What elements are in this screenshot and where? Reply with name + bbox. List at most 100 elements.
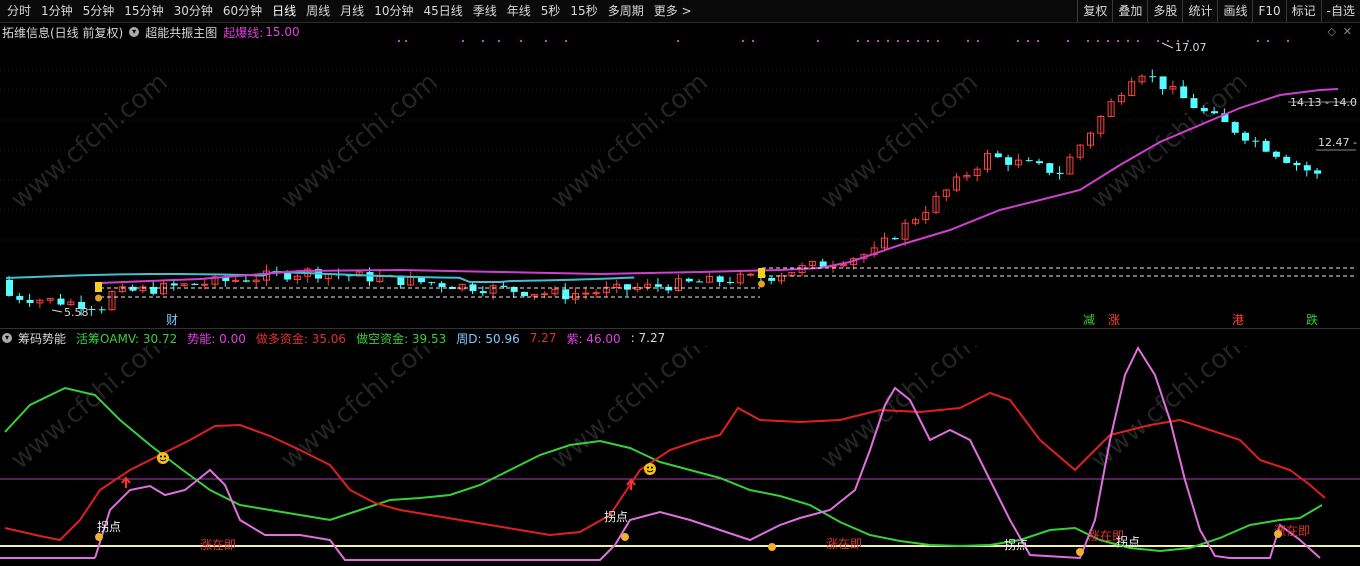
- period-tab[interactable]: 5分钟: [82, 4, 115, 18]
- candle-body: [1128, 81, 1136, 97]
- signal-dot: [1017, 40, 1019, 42]
- ma-cyan-line: [5, 270, 635, 284]
- candle-body: [98, 309, 106, 311]
- candle-body: [613, 283, 621, 288]
- signal-dot: [1087, 40, 1089, 42]
- period-tab[interactable]: 年线: [506, 4, 531, 18]
- signal-dot: [520, 40, 522, 42]
- candle-body: [521, 291, 528, 297]
- tool-button[interactable]: 标记: [1285, 0, 1321, 22]
- candle-body: [129, 286, 137, 291]
- candle-body: [1231, 122, 1239, 133]
- candle-body: [551, 288, 559, 295]
- period-tab[interactable]: 日线: [272, 4, 297, 18]
- signal-annotation: 拐点: [1004, 537, 1028, 552]
- sub-indicator-value: 势能: 0.00: [187, 331, 246, 346]
- indicator-name[interactable]: 超能共振主图: [145, 25, 218, 40]
- pointer-hand-icon: [768, 543, 776, 551]
- signal-dot: [545, 40, 547, 42]
- tool-buttons: 复权 叠加 多股 统计 画线 F10 标记 -自选: [1077, 0, 1360, 22]
- candle-body: [1211, 111, 1219, 114]
- period-tab[interactable]: 15秒: [570, 4, 598, 18]
- signal-dot: [927, 40, 929, 42]
- period-tab[interactable]: 月线: [340, 4, 365, 18]
- candle-body: [685, 278, 693, 282]
- diamond-icon[interactable]: ◇: [1327, 25, 1336, 38]
- tool-button[interactable]: 多股: [1147, 0, 1182, 22]
- event-marker: 涨: [1108, 312, 1120, 327]
- period-tab[interactable]: 1分钟: [41, 4, 73, 18]
- candle-body: [1180, 86, 1188, 99]
- candlestick-chart[interactable]: www.cfchi.com www.cfchi.com www.cfchi.com w…: [0, 40, 1360, 330]
- watermark: www.cfchi.com: [5, 67, 174, 215]
- tool-button[interactable]: 统计: [1182, 0, 1217, 22]
- signal-dot: [482, 40, 484, 42]
- candle-body: [592, 292, 600, 295]
- candle-body: [953, 176, 961, 191]
- tool-button[interactable]: 叠加: [1112, 0, 1147, 22]
- event-marker: 港: [1232, 313, 1244, 327]
- signal-dot: [867, 40, 869, 42]
- signal-coin-icon: [758, 280, 765, 288]
- candle-body: [252, 279, 260, 283]
- candle-body: [922, 211, 930, 221]
- tool-button[interactable]: F10: [1252, 0, 1285, 22]
- candle-body: [1087, 132, 1094, 146]
- candle-body: [67, 301, 75, 306]
- tool-button[interactable]: -自选: [1320, 0, 1360, 22]
- period-tab[interactable]: 60分钟: [222, 4, 263, 18]
- tool-button[interactable]: 复权: [1077, 0, 1112, 22]
- candle-body: [118, 286, 126, 293]
- signal-dot: [857, 40, 859, 42]
- candle-body: [293, 275, 301, 281]
- period-tab[interactable]: 周线: [306, 4, 331, 18]
- candle-body: [510, 286, 518, 292]
- signal-dot: [1137, 40, 1139, 42]
- candle-body: [696, 281, 704, 283]
- period-tab[interactable]: 10分钟: [374, 4, 414, 18]
- candle-body: [942, 189, 950, 197]
- candle-body: [654, 284, 662, 287]
- stock-info-label[interactable]: 拓维信息(日线 前复权): [2, 25, 124, 40]
- period-tab[interactable]: 15分钟: [124, 4, 164, 18]
- period-tab[interactable]: 5秒: [540, 4, 561, 18]
- candle-body: [170, 283, 178, 286]
- candle-body: [1159, 76, 1167, 90]
- candle-body: [6, 279, 13, 296]
- event-marker: 减: [1083, 313, 1095, 327]
- signal-dot: [1257, 40, 1259, 42]
- candle-body: [1200, 108, 1208, 112]
- candle-body: [747, 273, 755, 276]
- period-tab[interactable]: 分时: [7, 4, 32, 18]
- tool-button[interactable]: 画线: [1217, 0, 1252, 22]
- sub-indicator-name[interactable]: 筹码势能: [18, 331, 67, 346]
- chip-energy-chart[interactable]: www.cfchi.com www.cfchi.com www.cfchi.com w…: [0, 346, 1360, 566]
- high-price-label: 17.07: [1175, 41, 1207, 54]
- period-tab[interactable]: 30分钟: [173, 4, 213, 18]
- period-tab[interactable]: 45日线: [423, 4, 463, 18]
- price-tag: 14.13 - 14.0: [1290, 96, 1357, 109]
- candle-body: [582, 292, 590, 295]
- period-tab[interactable]: 季线: [472, 4, 497, 18]
- period-tab[interactable]: 更多 >: [653, 4, 692, 18]
- period-tab[interactable]: 多周期: [607, 4, 644, 18]
- indicator-value: 15.00: [265, 25, 300, 39]
- sub-indicator-value: 做空资金: 39.53: [356, 331, 447, 346]
- candle-body: [1025, 160, 1033, 162]
- candle-body: [222, 276, 230, 281]
- candle-body: [88, 308, 96, 310]
- candle-body: [242, 280, 250, 282]
- period-toolbar: 分时 1分钟 5分钟 15分钟 30分钟 60分钟 日线 周线 月线 10分钟 45日线 季线 年线 5秒…: [0, 0, 1360, 23]
- candle-body: [1314, 170, 1322, 174]
- indicator-menu-icon[interactable]: ▾: [129, 27, 140, 37]
- smiley-eye: [160, 455, 162, 458]
- candle-body: [1014, 159, 1022, 166]
- candle-body: [819, 261, 827, 267]
- candle-body: [705, 275, 713, 283]
- candle-body: [1262, 140, 1270, 152]
- candle-body: [932, 195, 940, 213]
- candle-body: [1066, 156, 1074, 175]
- ma-magenta-line: [99, 88, 1339, 284]
- sub-indicator-menu-icon[interactable]: ▾: [2, 333, 12, 343]
- close-icon[interactable]: ✕: [1342, 25, 1352, 38]
